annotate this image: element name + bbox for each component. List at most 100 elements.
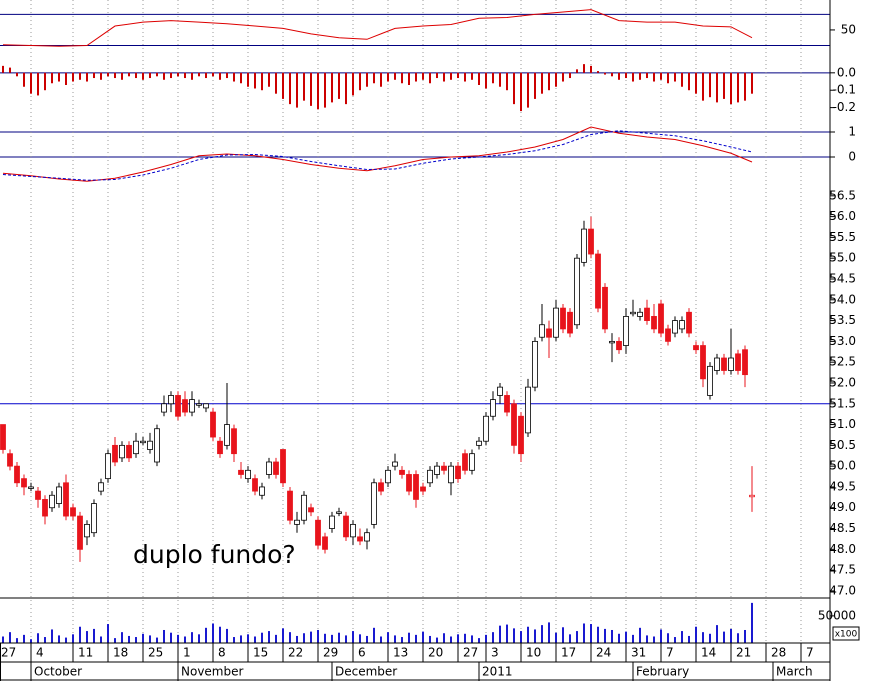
bar [373, 627, 375, 643]
bar [751, 72, 753, 94]
bar [317, 72, 319, 110]
candle-body [154, 428, 160, 463]
bar [436, 72, 438, 79]
bar [247, 72, 249, 87]
candle-body [21, 478, 27, 488]
candle-body [651, 316, 657, 330]
candle-body [252, 478, 258, 492]
bar [240, 72, 242, 84]
bar [177, 634, 179, 643]
y-tick-label: 50.0 [829, 459, 856, 473]
candle-body [441, 465, 447, 471]
candle-body [637, 311, 643, 317]
candle-body [98, 482, 104, 492]
bar [695, 72, 697, 94]
bar [352, 72, 354, 96]
bar [191, 632, 193, 643]
bar [443, 633, 445, 643]
bar [226, 628, 228, 643]
bar [142, 72, 144, 80]
bar [128, 72, 130, 77]
bar [422, 631, 424, 643]
bar [723, 631, 725, 643]
candle-body [420, 486, 426, 492]
bar [492, 632, 494, 643]
bar [688, 72, 690, 91]
x-tick-label: 11 [78, 646, 93, 660]
bar [121, 632, 123, 643]
bar [58, 72, 60, 82]
bar [212, 623, 214, 643]
bar [100, 636, 102, 643]
bar [107, 72, 109, 77]
bar [65, 637, 67, 643]
candle-body [525, 386, 531, 434]
bar [604, 72, 606, 75]
bar [527, 626, 529, 643]
bar [408, 72, 410, 85]
bar [324, 633, 326, 643]
candle-body [644, 307, 650, 321]
bar [23, 634, 25, 643]
x-tick-label: 8 [218, 646, 226, 660]
bar [471, 72, 473, 80]
x-tick-label: 22 [288, 646, 303, 660]
candle-body [112, 444, 118, 463]
x-tick-label: 3 [491, 646, 499, 660]
bar [338, 632, 340, 643]
bar [156, 72, 158, 77]
bar [163, 629, 165, 643]
bar [646, 72, 648, 79]
y-tick-label: 47.5 [829, 563, 856, 577]
bar [331, 634, 333, 643]
bar [541, 625, 543, 643]
y-tick-label: 48.5 [829, 521, 856, 535]
candle-body [749, 494, 755, 498]
bar [450, 636, 452, 643]
candle-body [77, 515, 83, 550]
candle-body [693, 345, 699, 351]
bar [44, 72, 46, 91]
bar [555, 72, 557, 87]
bar [58, 635, 60, 643]
bar [331, 72, 333, 103]
candle-body [728, 357, 734, 371]
bar [499, 625, 501, 643]
bar [401, 72, 403, 84]
bar [667, 72, 669, 84]
candle-body [665, 328, 671, 342]
candle-body [413, 474, 419, 500]
candle-body [630, 311, 636, 315]
bar [30, 72, 32, 94]
bar [457, 634, 459, 643]
bar [688, 635, 690, 643]
candle-body [63, 482, 69, 517]
bar [387, 72, 389, 82]
bar [730, 72, 732, 105]
candle-body [0, 424, 6, 450]
bar [590, 624, 592, 643]
month-label: October [34, 665, 82, 679]
bar [702, 632, 704, 643]
bar [576, 69, 578, 73]
bar [303, 633, 305, 643]
y-tick-label: 48.0 [829, 542, 856, 556]
bar [737, 633, 739, 643]
y-tick-label: -0.1 [833, 83, 856, 97]
y-tick-label: 52.5 [829, 355, 856, 369]
bar [429, 72, 431, 84]
bar [114, 638, 116, 643]
bar [513, 628, 515, 643]
candle-body [623, 316, 629, 346]
x-tick-label: 25 [148, 646, 163, 660]
bar [191, 72, 193, 80]
y-tick-label: 52.0 [829, 375, 856, 389]
candle-body [189, 399, 195, 413]
bar [506, 624, 508, 643]
bar [9, 67, 11, 73]
bar [352, 631, 354, 643]
bar [520, 72, 522, 112]
bar [562, 72, 564, 82]
candle-body [560, 307, 566, 330]
